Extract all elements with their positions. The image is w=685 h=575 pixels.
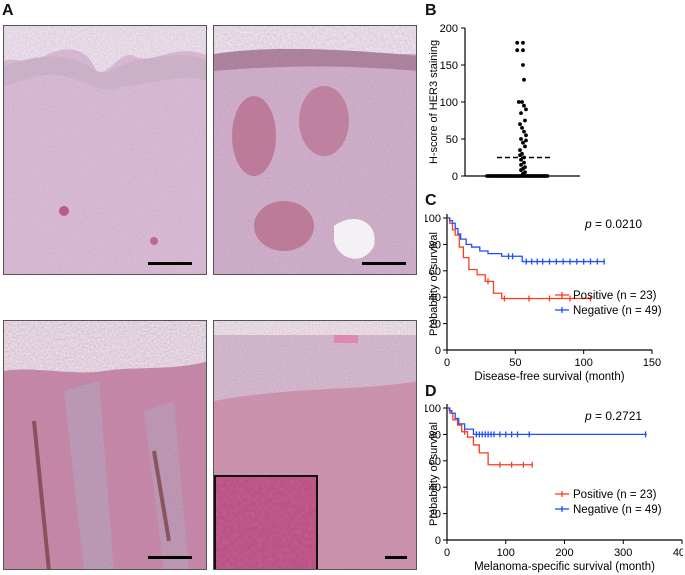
x-tick-label: 300 <box>614 547 632 559</box>
x-tick-label: 100 <box>574 357 592 369</box>
p-symbol: p <box>584 409 592 423</box>
p-value-annotation: p = 0.0210 <box>584 217 642 231</box>
y-tick-label: 40 <box>429 482 441 494</box>
data-point <box>524 138 528 143</box>
panel-label-d: D <box>425 383 437 400</box>
legend-label: Negative (n = 49) <box>573 504 662 516</box>
micrograph-bottom-left <box>3 320 207 570</box>
micrograph-bottom-right <box>213 320 417 570</box>
p-value: = 0.0210 <box>592 217 643 231</box>
legend-label: Negative (n = 49) <box>573 305 662 317</box>
scale-bar <box>148 262 192 265</box>
data-point <box>524 133 528 138</box>
data-point <box>519 163 523 167</box>
y-tick-label: 200 <box>440 23 458 35</box>
data-point <box>520 100 524 104</box>
data-point <box>523 144 527 149</box>
legend-label: Positive (n = 23) <box>573 290 657 302</box>
y-tick-label: 40 <box>429 292 441 304</box>
y-tick-label: 100 <box>425 213 441 225</box>
data-point <box>515 40 520 45</box>
data-point <box>521 48 525 53</box>
x-tick-label: 150 <box>643 357 661 369</box>
y-tick-label: 60 <box>429 456 441 468</box>
data-point <box>545 174 550 178</box>
data-point <box>521 63 525 67</box>
survival-curve-1 <box>447 407 647 436</box>
disease-free-survival-chart: 0 20 40 60 80 100 0 50 100 150 Disease-free surviv… <box>425 213 662 383</box>
data-point <box>524 107 528 112</box>
p-value-annotation: p = 0.2721 <box>584 409 642 423</box>
data-point <box>518 122 522 127</box>
micrograph-top-right <box>213 25 417 275</box>
y-tick-label: 80 <box>429 239 441 251</box>
x-tick-label: 400 <box>673 547 683 559</box>
y-tick-label: 20 <box>429 319 441 331</box>
scale-bar <box>385 556 407 559</box>
data-point <box>522 160 526 165</box>
panel-label-b: B <box>425 2 437 19</box>
p-value: = 0.2721 <box>592 409 643 423</box>
x-tick-label: 50 <box>509 357 521 369</box>
y-tick-label: 50 <box>446 134 458 146</box>
legend-label: Positive (n = 23) <box>573 489 657 501</box>
x-tick-label: 200 <box>555 547 573 559</box>
data-point <box>519 137 523 141</box>
magnified-inset <box>214 475 318 569</box>
survival-curve-0 <box>447 407 533 466</box>
x-tick-label: 0 <box>444 547 450 559</box>
data-point <box>519 168 523 172</box>
data-point <box>516 100 521 104</box>
data-point <box>515 48 520 53</box>
data-point <box>519 157 523 162</box>
y-tick-label: 100 <box>425 403 441 415</box>
scale-bar <box>148 556 192 559</box>
panel-label-c: C <box>425 192 437 209</box>
y-axis-label: Probability of survival <box>428 422 440 526</box>
y-axis-label: Probability of survival <box>428 232 440 336</box>
micrograph-top-left <box>3 25 207 275</box>
x-axis-label: Melanoma-specific survival (month) <box>474 561 655 573</box>
x-tick-label: 100 <box>497 547 515 559</box>
x-tick-label: 0 <box>444 357 450 369</box>
data-point <box>520 126 524 130</box>
y-tick-label: 100 <box>440 97 458 109</box>
y-tick-label: 80 <box>429 429 441 441</box>
data-point <box>521 40 525 45</box>
melanoma-specific-survival-chart: 0 20 40 60 80 100 0 100 200 300 400 Melanoma-specif… <box>425 403 683 573</box>
survival-curve-0 <box>447 217 591 300</box>
data-point <box>521 140 525 145</box>
data-point <box>518 148 522 153</box>
data-point <box>518 153 522 158</box>
p-symbol: p <box>584 217 592 231</box>
y-tick-label: 0 <box>452 171 458 183</box>
y-axis-label: H-score of HER3 staining <box>428 40 440 164</box>
data-point <box>523 118 527 123</box>
data-point <box>519 111 523 115</box>
data-point <box>522 103 526 108</box>
y-tick-label: 60 <box>429 266 441 278</box>
data-point <box>522 77 526 82</box>
y-tick-label: 150 <box>440 60 458 72</box>
y-tick-label: 0 <box>435 535 441 547</box>
y-tick-label: 0 <box>435 345 441 357</box>
data-point <box>522 129 526 134</box>
panel-label-a: A <box>2 2 14 19</box>
x-axis-label: Disease-free survival (month) <box>474 371 624 383</box>
scale-bar <box>362 262 406 265</box>
y-tick-label: 20 <box>429 509 441 521</box>
survival-curve-1 <box>447 217 605 263</box>
